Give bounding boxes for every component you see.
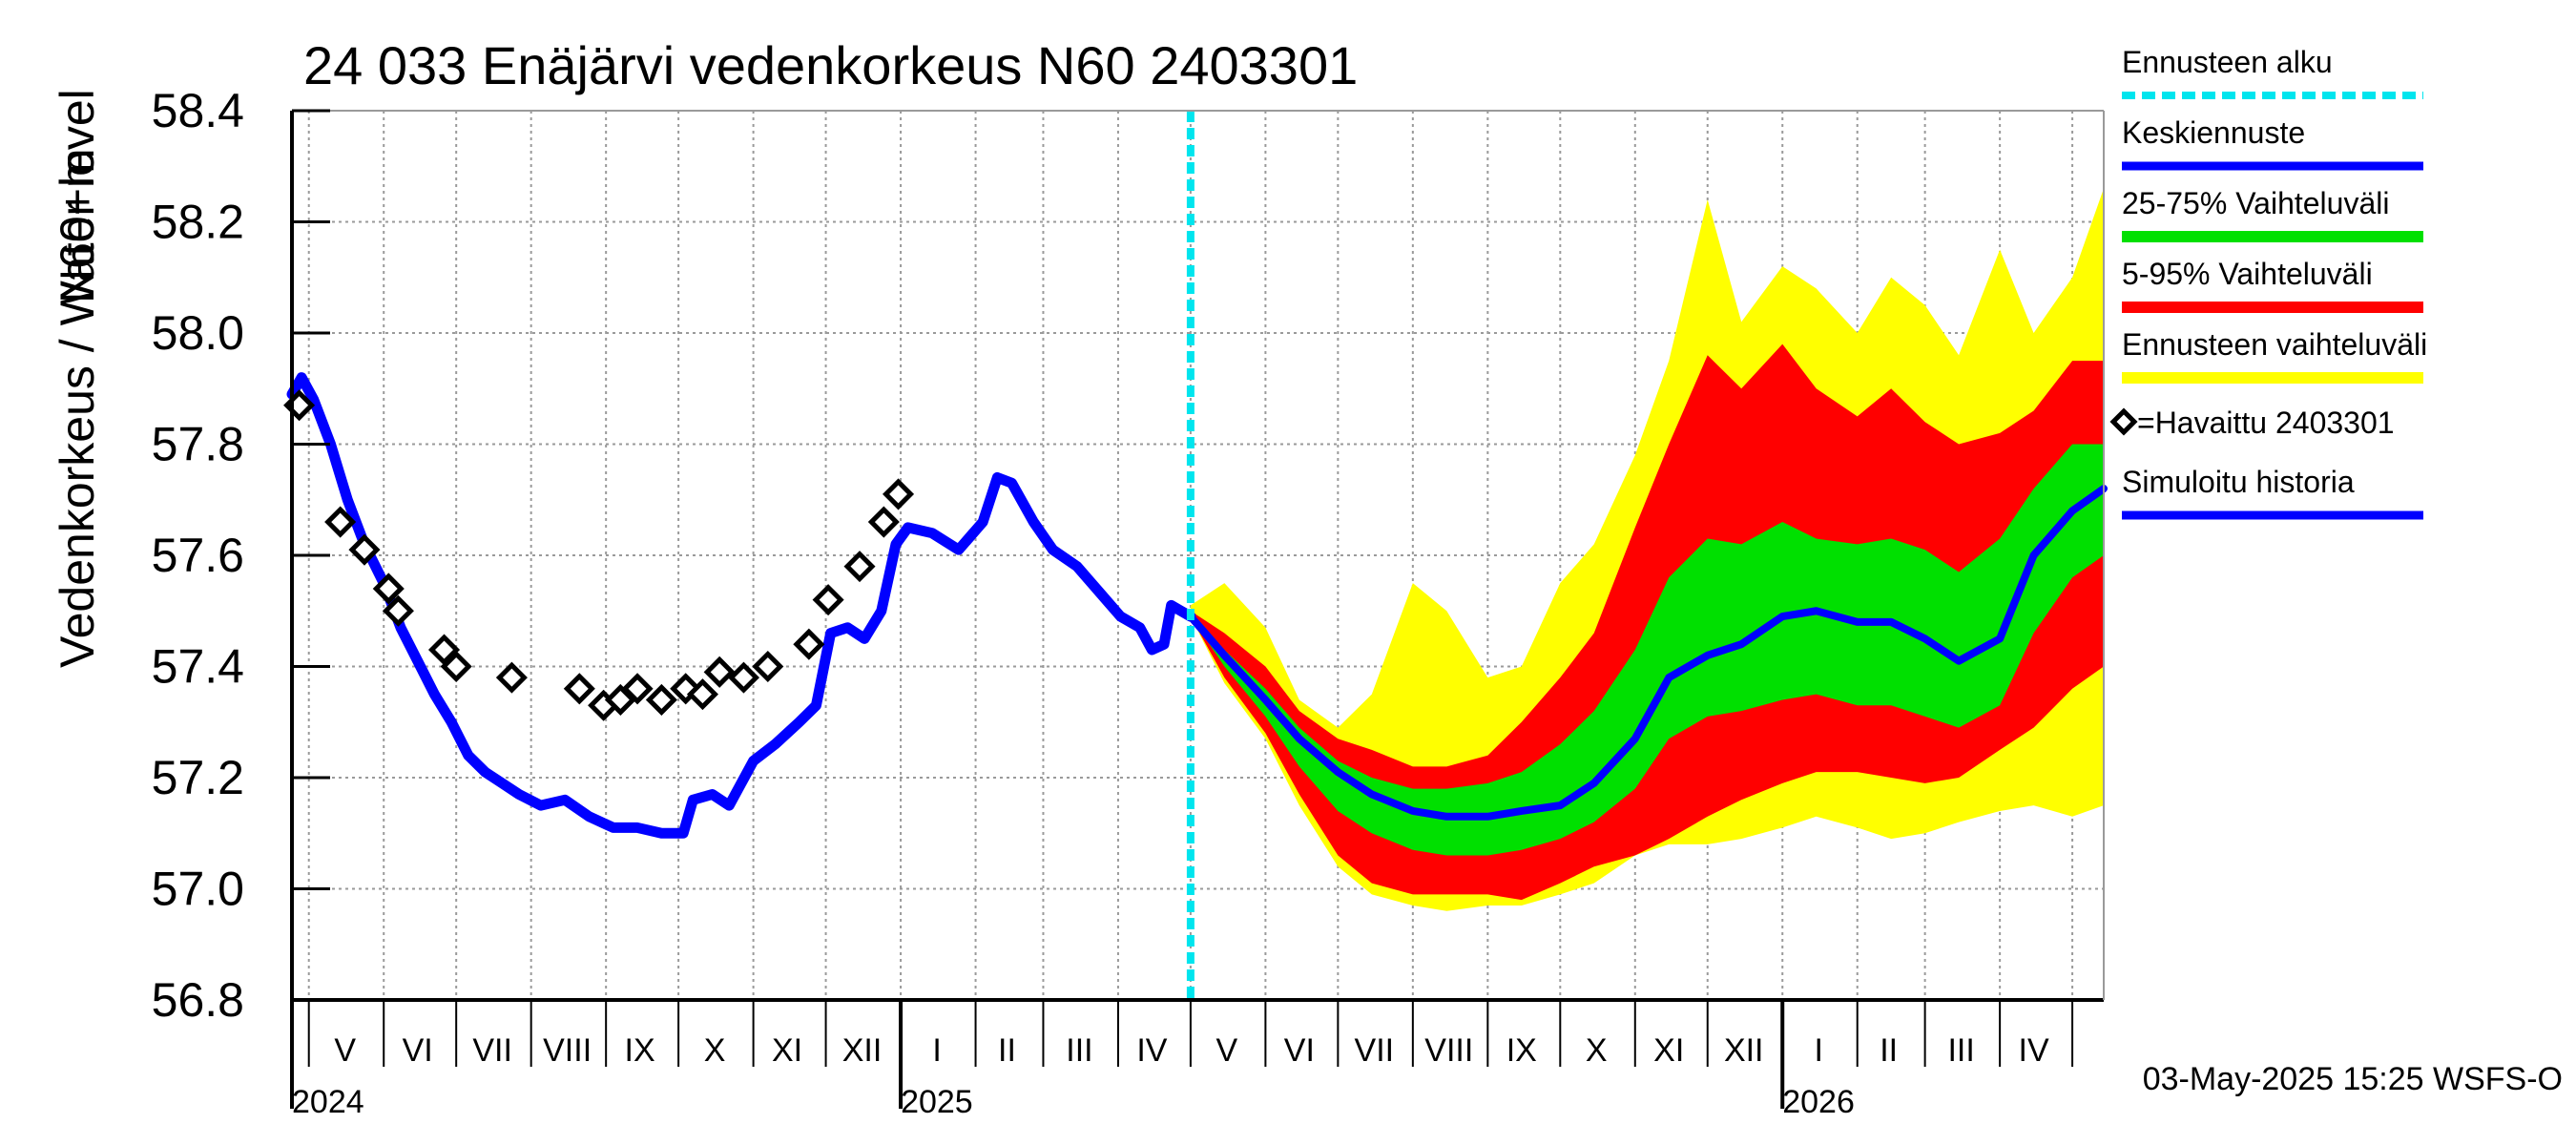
legend-label: Keskiennuste: [2122, 115, 2305, 150]
x-month-label: VIII: [1424, 1032, 1473, 1069]
x-month-label: X: [1586, 1032, 1608, 1069]
band-p5_95: [1190, 344, 2104, 901]
x-year-label: 2024: [292, 1084, 364, 1120]
x-month-label: I: [932, 1032, 941, 1069]
x-month-label: V: [334, 1032, 356, 1069]
legend-label: =Havaittu 2403301: [2137, 406, 2395, 440]
series-lines: [286, 372, 2108, 839]
y-tick-label: 57.8: [152, 418, 244, 471]
observed-point: [645, 683, 677, 716]
x-month-label: II: [998, 1032, 1016, 1069]
x-month-label: XII: [1724, 1032, 1764, 1069]
footer-timestamp: 03-May-2025 15:25 WSFS-O: [2143, 1061, 2563, 1097]
y-tick-label: 58.2: [152, 196, 244, 249]
x-month-label: III: [1066, 1032, 1092, 1069]
x-axis: V VI VII VIII IX X XI XII I II III IV V VI VII VIII IX X X…: [290, 1000, 2074, 1120]
observed-point: [882, 478, 915, 510]
x-month-label: VI: [1284, 1032, 1315, 1069]
plot-frame: [290, 110, 2105, 1002]
legend-label: Ennusteen vaihteluväli: [2122, 327, 2427, 362]
observed-point: [495, 661, 528, 694]
x-month-label: XII: [842, 1032, 883, 1069]
x-month-label: VII: [472, 1032, 512, 1069]
y-tick-label: 57.2: [152, 751, 244, 804]
observed-point: [867, 506, 900, 538]
x-month-label: IX: [1506, 1032, 1537, 1069]
y-axis-label: Vedenkorkeus / Water level: [51, 89, 104, 668]
grid-lines: [292, 110, 2104, 1001]
x-month-label: III: [1947, 1032, 1974, 1069]
observed-point: [427, 634, 461, 666]
x-month-label: IV: [1136, 1032, 1167, 1069]
y-tick-label: 57.0: [152, 863, 244, 916]
observed-markers: [283, 389, 915, 721]
x-month-label: VII: [1355, 1032, 1395, 1069]
line-history: [286, 372, 1196, 839]
legend-observed-marker: [2109, 407, 2138, 436]
x-month-label: XI: [1653, 1032, 1684, 1069]
observed-point: [563, 673, 595, 705]
legend-label: Ennusteen alku: [2122, 45, 2333, 79]
observed-point: [324, 506, 357, 538]
observed-point: [703, 656, 736, 688]
y-tick-label: 58.0: [152, 306, 244, 360]
x-month-label: IV: [2019, 1032, 2049, 1069]
x-year-label: 2026: [1782, 1084, 1855, 1120]
y-tick-label: 57.4: [152, 640, 244, 694]
observed-point: [372, 572, 405, 605]
y-axis-ticks: 58.4 58.2 58.0 57.8 57.6 57.4 57.2 57.0 56.8: [152, 84, 330, 1027]
observed-point: [727, 661, 760, 694]
observed-point: [793, 628, 825, 660]
x-month-label: XI: [772, 1032, 802, 1069]
chart-title: 24 033 Enäjärvi vedenkorkeus N60 2403301: [303, 35, 1358, 95]
band-p25_75: [1190, 444, 2104, 856]
y-tick-label: 56.8: [152, 973, 244, 1027]
y-tick-label: 58.4: [152, 84, 244, 137]
x-month-label: I: [1814, 1032, 1822, 1069]
observed-point: [752, 650, 784, 683]
y-axis-unit: N60+m: [51, 148, 104, 303]
observed-point: [843, 551, 876, 583]
legend: Ennusteen alku Keskiennuste 25-75% Vaihtel…: [2109, 45, 2427, 520]
legend-label: 5-95% Vaihteluväli: [2122, 257, 2373, 291]
legend-label: Simuloitu historia: [2122, 465, 2355, 499]
observed-point: [382, 594, 414, 627]
observed-point: [348, 533, 381, 566]
observed-point: [686, 678, 718, 711]
line-mean: [1186, 485, 2108, 821]
x-month-label: IX: [625, 1032, 655, 1069]
observed-point: [621, 673, 654, 705]
x-month-label: V: [1216, 1032, 1238, 1069]
observed-point: [812, 584, 844, 616]
legend-label: 25-75% Vaihteluväli: [2122, 186, 2389, 220]
x-month-label: X: [704, 1032, 726, 1069]
x-year-label: 2025: [901, 1084, 973, 1120]
observed-point: [440, 650, 472, 683]
x-month-label: II: [1880, 1032, 1898, 1069]
y-tick-label: 57.6: [152, 529, 244, 582]
x-month-label: VI: [403, 1032, 433, 1069]
forecast-bands: [1190, 188, 2104, 911]
x-month-label: VIII: [543, 1032, 592, 1069]
